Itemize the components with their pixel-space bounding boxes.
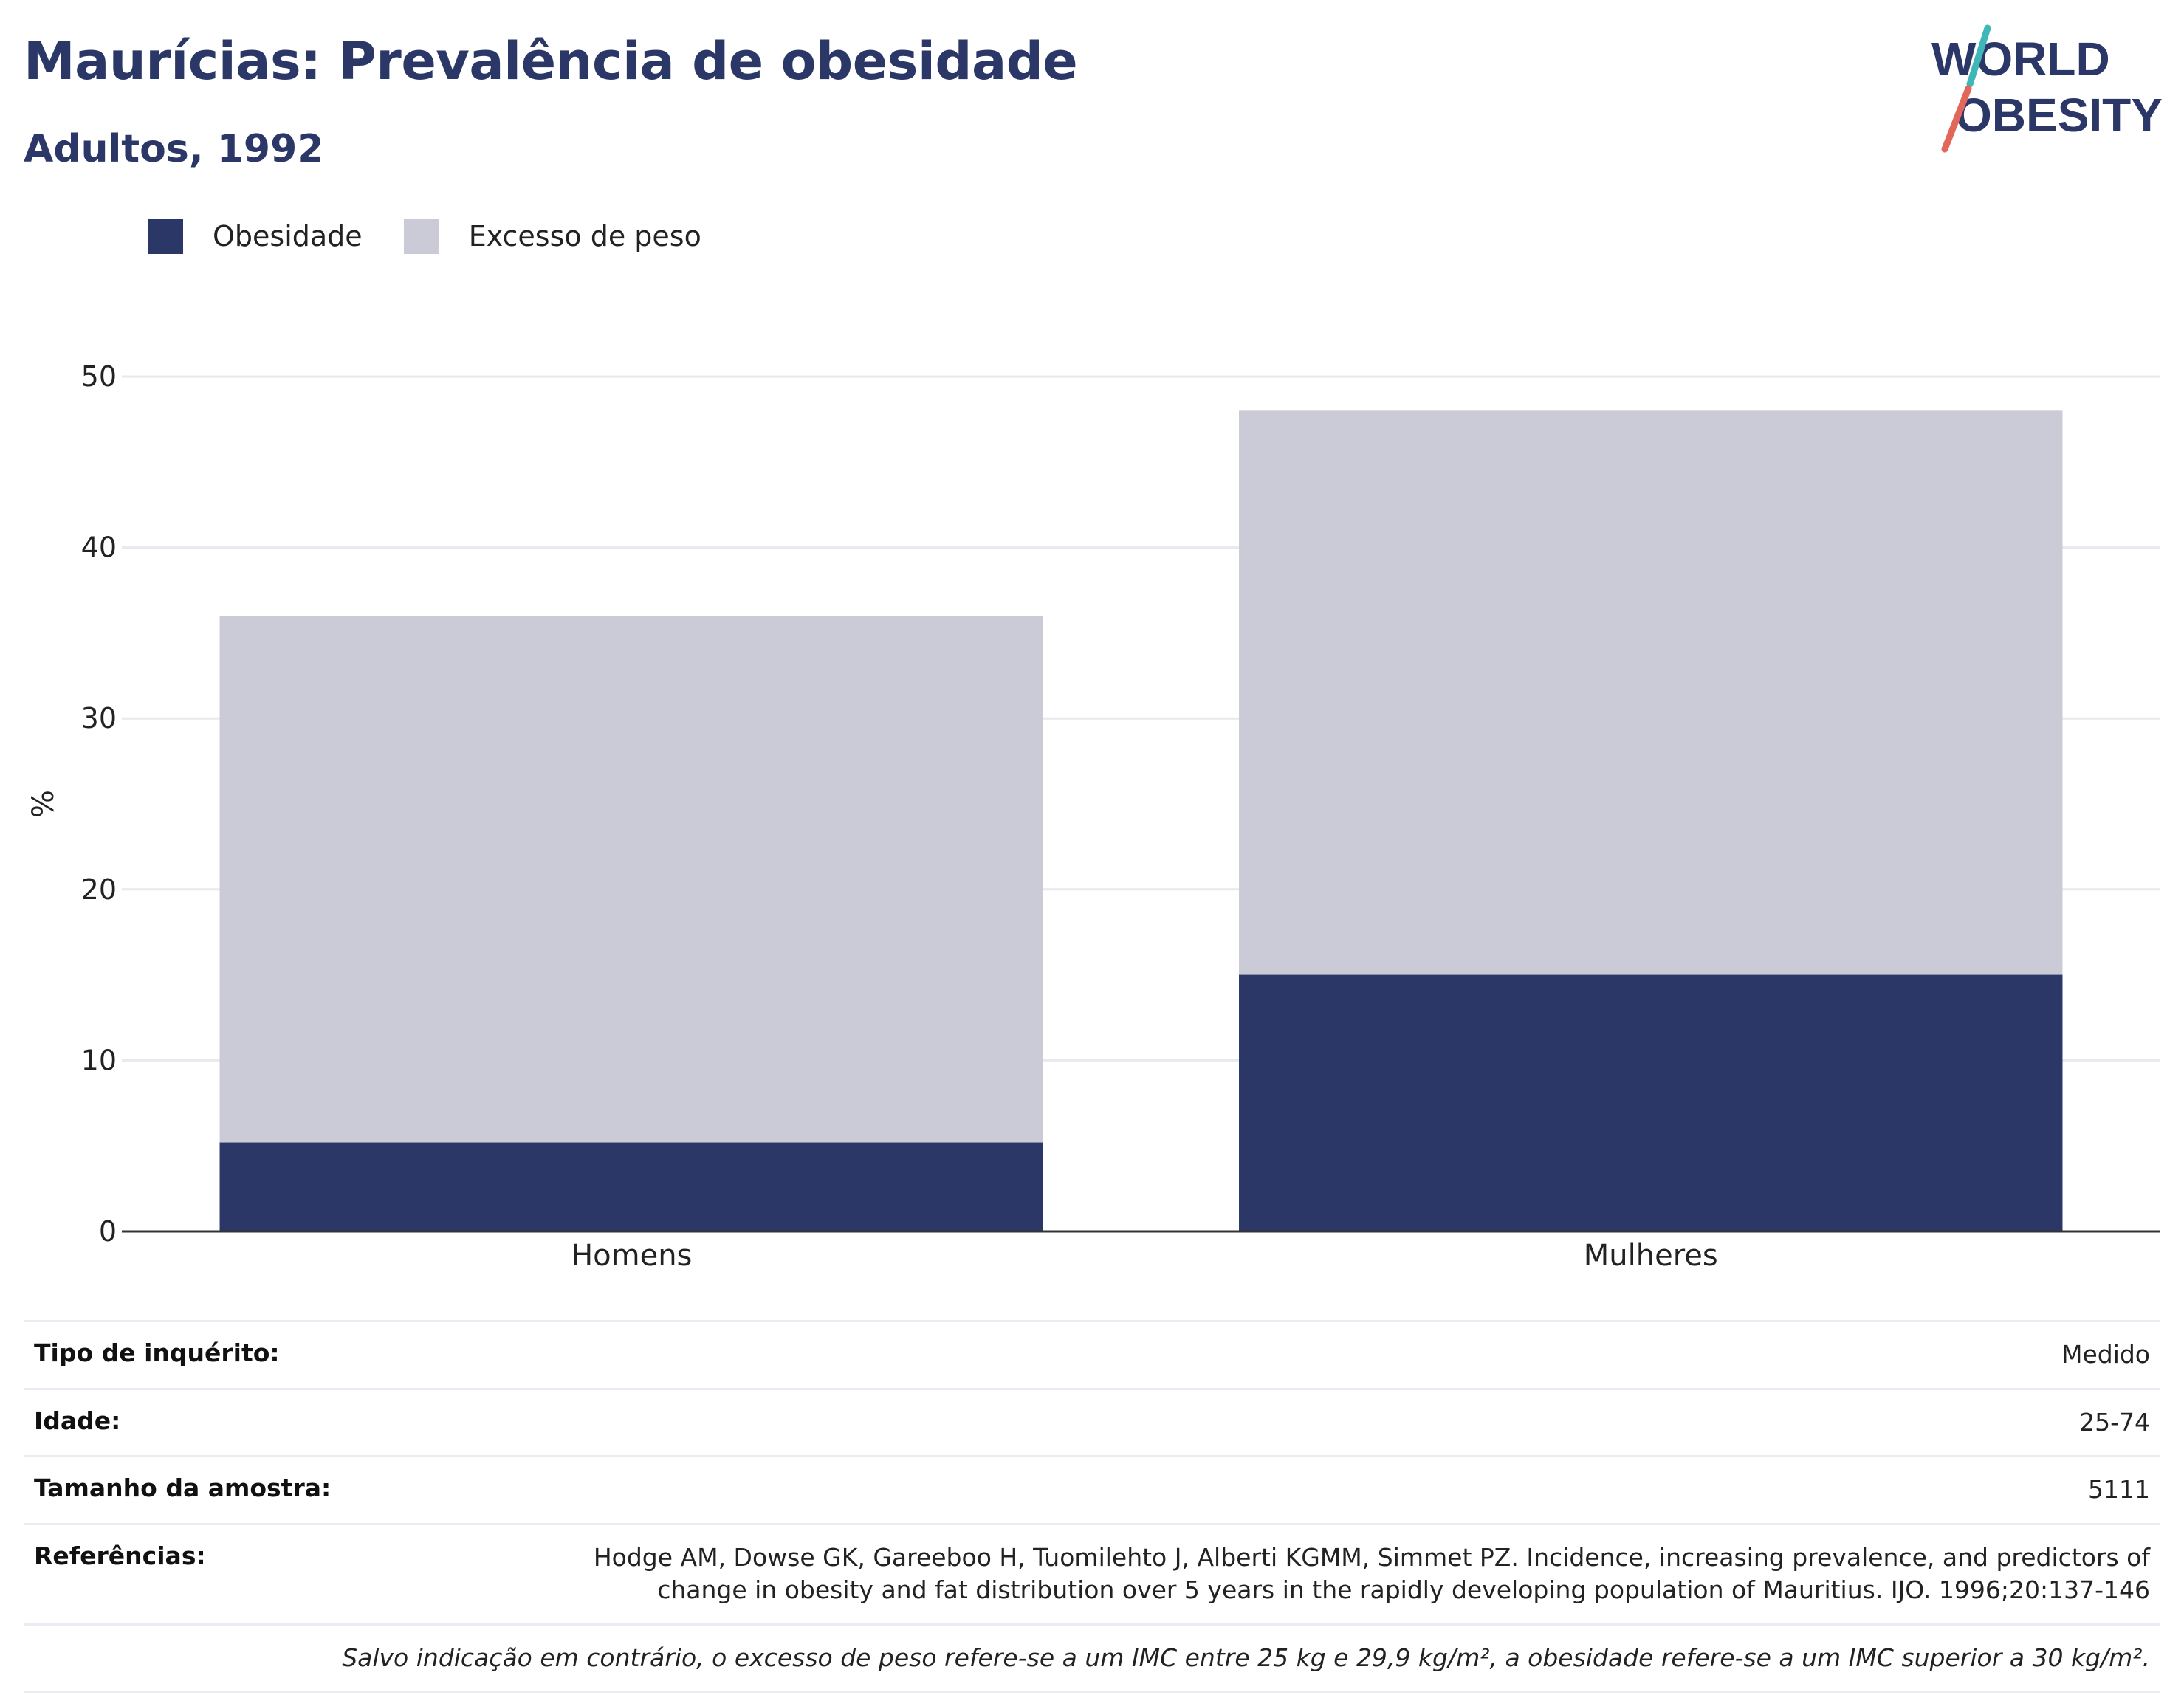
y-tick-label: 20 [81,873,117,906]
info-row-age: Idade: 25-74 [24,1387,2160,1456]
info-row-note: Salvo indicação em contrário, o excesso … [24,1623,2160,1694]
definition-note: Salvo indicação em contrário, o excesso … [342,1643,2150,1672]
info-label: Tipo de inquérito: [34,1338,280,1367]
bar-chart: 0 10 20 30 40 50% Homens Mulheres [27,360,2160,1273]
logo-line-1: WORLD [1931,32,2110,86]
bar-obesidade-homens [219,1142,1043,1231]
info-label: Idade: [34,1406,121,1435]
y-tick-label: 40 [81,532,117,564]
y-tick-label: 10 [81,1044,117,1076]
legend-swatch-obesity [148,219,183,254]
legend-label-overweight: Excesso de peso [468,220,701,252]
legend-item-obesity[interactable]: Obesidade [148,219,363,254]
y-tick-label: 50 [81,360,117,393]
world-obesity-logo: WORLD OBESITY [1931,24,2163,153]
bar-obesidade-mulheres [1239,974,2063,1231]
chart-legend: Obesidade Excesso de peso [148,219,743,254]
y-tick-label: 30 [81,702,117,735]
logo-line-2: OBESITY [1955,89,2163,142]
chart-subtitle: Adultos, 1992 [24,127,324,171]
info-row-references: Referências: Hodge AM, Dowse GK, Gareebo… [24,1522,2160,1623]
info-label: Referências: [34,1541,206,1570]
info-value: 25-74 [2079,1407,2150,1437]
y-axis-label: % [27,790,61,818]
bar-excesso-de-peso-homens [219,616,1043,1231]
info-row-survey-type: Tipo de inquérito: Medido [24,1320,2160,1388]
info-value: 5111 [2088,1475,2150,1505]
legend-label-obesity: Obesidade [213,220,363,252]
info-row-sample-size: Tamanho da amostra: 5111 [24,1455,2160,1523]
info-label: Tamanho da amostra: [34,1474,332,1503]
chart-title: Maurícias: Prevalência de obesidade [24,31,1078,92]
y-tick-label: 0 [99,1215,117,1248]
legend-item-overweight[interactable]: Excesso de peso [403,219,701,254]
info-value-reference: Hodge AM, Dowse GK, Gareeboo H, Tuomileh… [593,1542,2150,1605]
x-tick-label: Homens [571,1239,692,1273]
x-tick-label: Mulheres [1584,1239,1718,1273]
legend-swatch-overweight [403,219,439,254]
survey-info-table: Tipo de inquérito: Medido Idade: 25-74 T… [24,1320,2160,1694]
info-value: Medido [2061,1340,2150,1369]
